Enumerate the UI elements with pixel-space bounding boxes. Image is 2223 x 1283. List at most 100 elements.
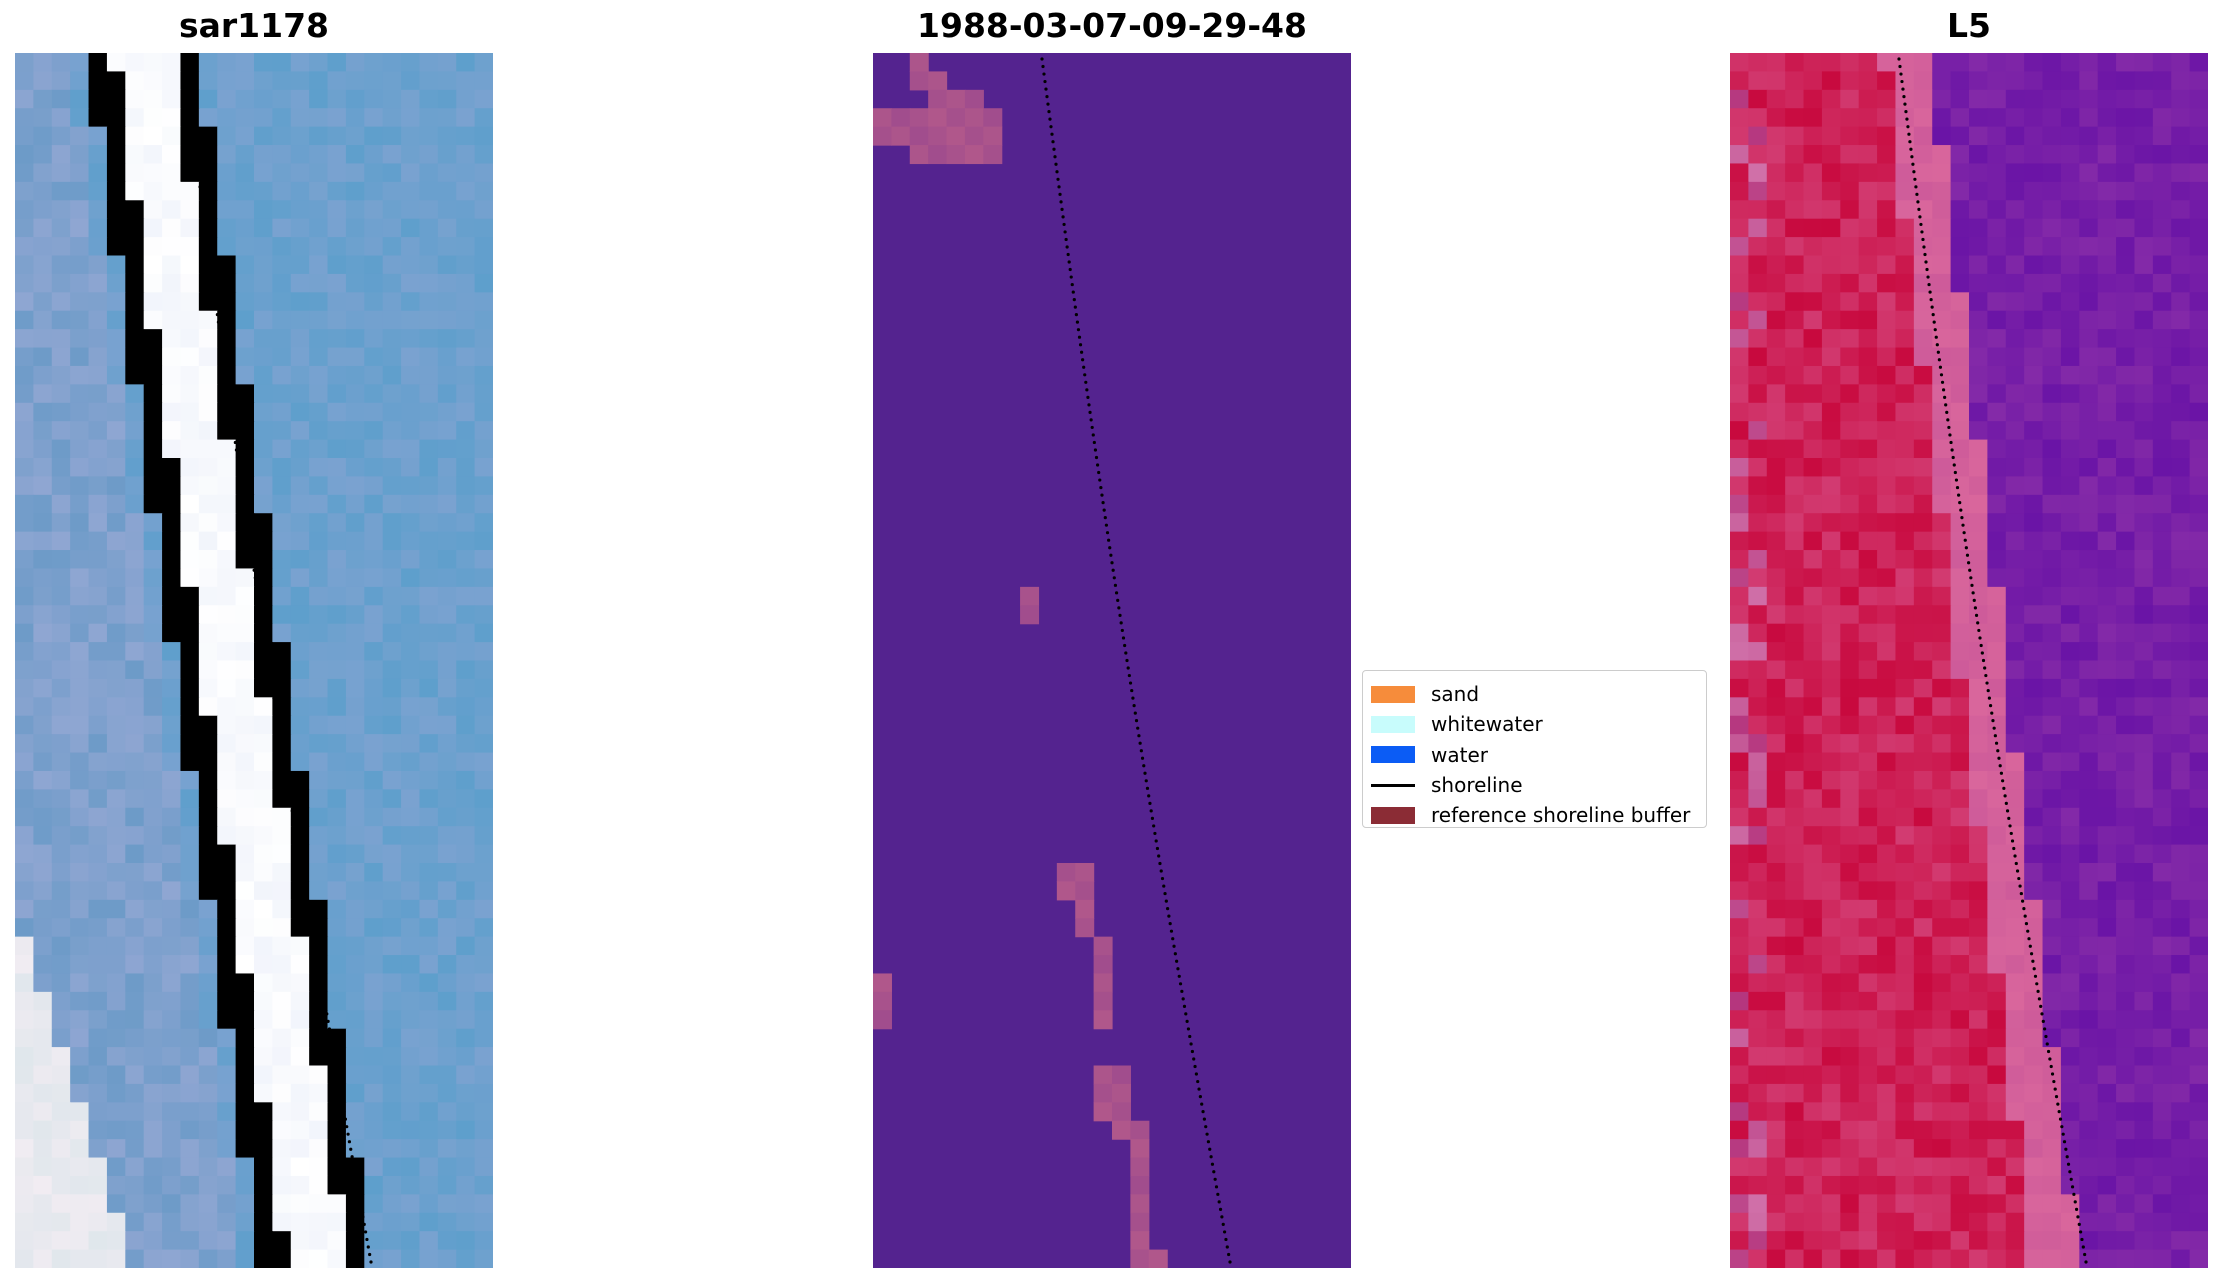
index-pixel (2134, 476, 2154, 496)
rgb-pixel (198, 678, 218, 698)
index-pixel (2171, 642, 2191, 662)
index-pixel (2005, 218, 2025, 238)
rgb-pixel (272, 1120, 292, 1140)
index-pixel (1766, 568, 1786, 588)
rgb-pixel (106, 531, 126, 551)
index-pixel (1913, 918, 1933, 938)
rgb-pixel (272, 1175, 292, 1195)
index-pixel (1803, 881, 1823, 901)
index-pixel (1748, 89, 1768, 109)
index-pixel (2189, 660, 2208, 680)
rgb-pixel (15, 881, 34, 901)
rgb-pixel (180, 200, 200, 220)
shoreline-point (1056, 177, 1060, 181)
index-pixel (2060, 660, 2080, 680)
rgb-pixel (70, 1065, 90, 1085)
shoreline-point (1218, 1207, 1223, 1211)
index-pixel (2134, 384, 2154, 404)
index-pixel (1932, 1231, 1952, 1251)
index-pixel (2152, 329, 2172, 349)
rgb-pixel (254, 237, 273, 257)
rgb-pixel (401, 991, 421, 1011)
rgb-pixel (364, 310, 384, 330)
index-pixel (2097, 881, 2117, 901)
index-pixel (1950, 844, 1970, 864)
index-pixel (1785, 1231, 1805, 1251)
index-pixel (2189, 1010, 2208, 1030)
index-pixel (2189, 936, 2208, 956)
rgb-pixel (309, 568, 329, 588)
rgb-pixel (235, 844, 255, 864)
rgb-pixel (309, 991, 329, 1011)
rgb-pixel (217, 531, 237, 551)
index-pixel (2042, 1083, 2062, 1103)
index-pixel (1840, 863, 1860, 883)
rgb-pixel (143, 734, 163, 754)
shoreline-point (224, 373, 228, 377)
index-pixel (1877, 1212, 1897, 1232)
index-pixel (1932, 973, 1952, 993)
rgb-pixel (474, 973, 493, 993)
rgb-pixel (180, 826, 200, 846)
index-pixel (2171, 145, 2191, 165)
index-pixel (1895, 439, 1915, 459)
shoreline-point (251, 561, 255, 565)
index-pixel (1877, 918, 1897, 938)
shoreline-point (1955, 485, 1960, 490)
index-pixel (1969, 1083, 1988, 1103)
index-pixel (2005, 1212, 2025, 1232)
rgb-pixel (364, 200, 384, 220)
index-pixel (2116, 163, 2136, 183)
rgb-pixel (88, 678, 108, 698)
index-pixel (1877, 181, 1897, 201)
index-pixel (2134, 863, 2154, 883)
index-pixel (1730, 1212, 1749, 1232)
index-pixel (1821, 1194, 1841, 1214)
index-pixel (1821, 1065, 1841, 1085)
rgb-pixel (180, 1231, 200, 1251)
rgb-pixel (51, 1010, 71, 1030)
shoreline-point (1103, 516, 1107, 520)
index-pixel (2024, 273, 2044, 293)
index-pixel (1785, 89, 1805, 109)
index-pixel (1766, 421, 1786, 441)
index-pixel (1858, 513, 1878, 533)
shoreline-point (1158, 861, 1162, 866)
shoreline-point (275, 719, 280, 723)
index-pixel (1877, 273, 1897, 293)
index-pixel (2152, 1249, 2172, 1268)
rgb-pixel (217, 881, 237, 901)
index-pixel (2042, 568, 2062, 588)
rgb-pixel (456, 1120, 476, 1140)
rgb-pixel (309, 347, 329, 367)
rgb-pixel (106, 752, 126, 772)
rgb-pixel (254, 789, 273, 809)
index-pixel (2171, 734, 2191, 754)
shoreline-point (1071, 290, 1075, 294)
rgb-pixel (474, 1083, 493, 1103)
rgb-pixel (401, 826, 421, 846)
buffer-pixel (909, 145, 929, 165)
rgb-pixel (217, 458, 237, 478)
rgb-pixel (437, 513, 457, 533)
index-pixel (2024, 697, 2044, 717)
index-pixel (2060, 494, 2080, 514)
index-pixel (1785, 476, 1805, 496)
index-pixel (1969, 1120, 1988, 1140)
index-pixel (1858, 1028, 1878, 1048)
index-pixel (1748, 973, 1768, 993)
shoreline-point (1163, 891, 1167, 896)
rgb-pixel (456, 513, 476, 533)
buffer-pixel (946, 145, 966, 165)
index-pixel (2134, 1102, 2154, 1122)
rgb-pixel (88, 660, 108, 680)
shoreline-point (1910, 155, 1914, 159)
rgb-pixel (143, 1102, 163, 1122)
rgb-pixel (217, 1212, 237, 1232)
index-pixel (2079, 955, 2099, 975)
index-pixel (1895, 181, 1915, 201)
index-pixel (1877, 255, 1897, 275)
rgb-pixel (254, 384, 273, 404)
rgb-pixel (456, 163, 476, 183)
rgb-pixel (254, 936, 273, 956)
